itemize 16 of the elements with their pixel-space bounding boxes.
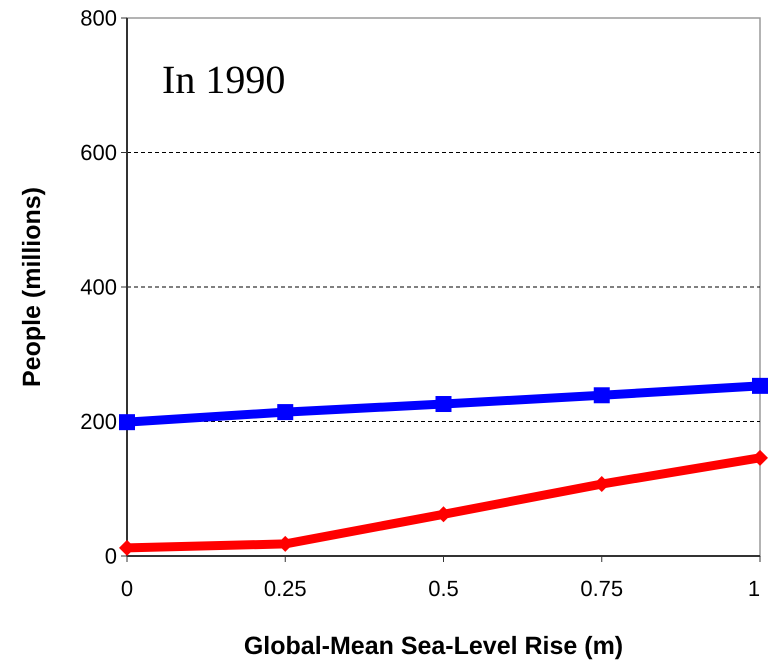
point <box>119 414 135 430</box>
y-tick-label: 200 <box>80 409 117 434</box>
x-axis-title: Global-Mean Sea-Level Rise (m) <box>244 632 624 660</box>
y-tick-label: 800 <box>80 6 117 31</box>
x-tick-label: 1 <box>748 576 760 601</box>
x-tick-label: 0.75 <box>580 576 624 601</box>
annotation: In 1990 <box>162 57 286 102</box>
point <box>752 378 768 394</box>
y-axis-title: People (millions) <box>18 186 46 388</box>
y-tick-label: 0 <box>104 544 117 569</box>
x-tick-label: 0 <box>120 576 134 601</box>
y-tick-label: 600 <box>80 140 117 166</box>
x-tick-label: 0.5 <box>428 576 459 601</box>
x-tick-label: 0.25 <box>264 576 307 601</box>
point <box>436 396 452 412</box>
y-tick-label: 400 <box>80 274 117 300</box>
